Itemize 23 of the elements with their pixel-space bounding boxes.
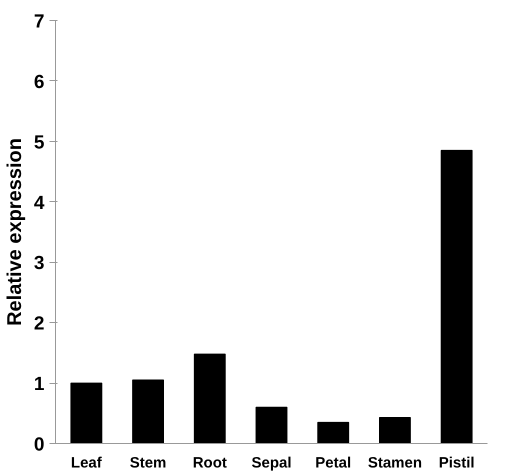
x-tick-label: Stem bbox=[130, 454, 166, 472]
y-tick-label: 2 bbox=[34, 314, 45, 335]
bar bbox=[379, 417, 411, 444]
x-tick-label: Leaf bbox=[70, 454, 103, 472]
y-tick-label: 1 bbox=[34, 374, 45, 396]
bar bbox=[132, 380, 164, 444]
bar bbox=[70, 382, 102, 444]
y-axis-title: Relative expression bbox=[4, 138, 26, 326]
y-tick-label: 3 bbox=[34, 253, 45, 274]
y-tick-label: 6 bbox=[34, 72, 45, 93]
y-tick-label: 5 bbox=[34, 132, 45, 154]
bar bbox=[256, 406, 288, 444]
x-tick-label: Stamen bbox=[368, 454, 422, 472]
bar bbox=[440, 150, 473, 444]
x-tick-label: Pistil bbox=[438, 454, 475, 472]
x-tick-label: Petal bbox=[315, 454, 352, 472]
x-tick-label: Sepal bbox=[251, 454, 292, 472]
bar bbox=[317, 422, 350, 444]
y-tick-label: 4 bbox=[34, 192, 45, 214]
bar bbox=[194, 354, 226, 444]
x-tick-label: Root bbox=[192, 454, 227, 472]
y-tick-label: 0 bbox=[34, 434, 45, 456]
y-tick-label: 7 bbox=[34, 12, 45, 32]
